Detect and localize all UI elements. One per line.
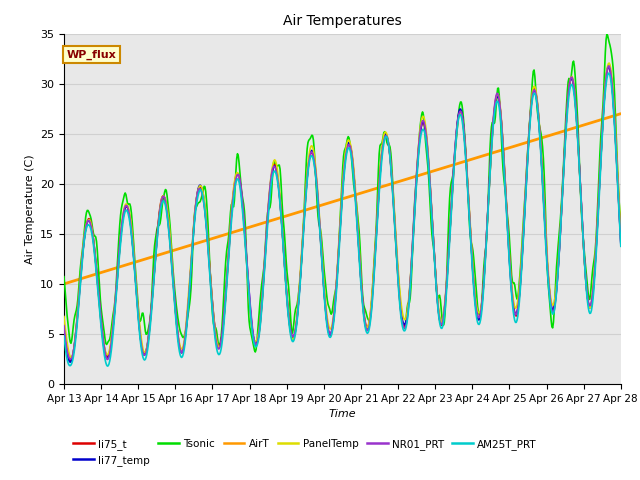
Title: Air Temperatures: Air Temperatures — [283, 14, 402, 28]
X-axis label: Time: Time — [328, 409, 356, 419]
Y-axis label: Air Temperature (C): Air Temperature (C) — [24, 154, 35, 264]
Text: WP_flux: WP_flux — [67, 49, 116, 60]
Legend: li75_t, li77_temp, Tsonic, AirT, PanelTemp, NR01_PRT, AM25T_PRT: li75_t, li77_temp, Tsonic, AirT, PanelTe… — [69, 435, 541, 470]
